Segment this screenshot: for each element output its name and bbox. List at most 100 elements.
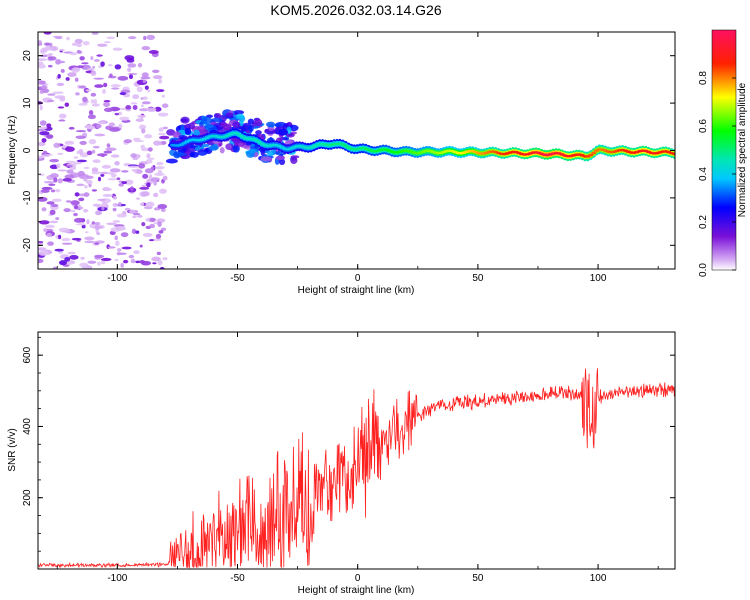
- noise-cell: [100, 257, 112, 262]
- noise-cell: [79, 56, 85, 61]
- noise-cell: [115, 240, 120, 247]
- spectrogram-y-ticks: 20 10 0 -10 -20: [22, 31, 675, 270]
- noise-cell: [128, 165, 139, 168]
- noise-cell: [140, 202, 145, 207]
- noise-cell: [47, 64, 53, 68]
- noise-cell: [114, 64, 122, 70]
- noise-cell: [52, 198, 62, 203]
- noise-cell: [117, 75, 129, 81]
- noise-cell: [90, 56, 94, 61]
- ridge-blob: [247, 118, 255, 125]
- snr-x-ticks: -100 -50 0 50 100: [56, 332, 659, 584]
- noise-cell: [156, 251, 161, 256]
- noise-cell: [112, 207, 117, 212]
- noise-cell: [58, 113, 67, 119]
- colorbar-label: Normalized spectral amplitude: [737, 82, 748, 217]
- ridge-blob: [219, 147, 225, 154]
- noise-cell: [114, 112, 119, 116]
- noise-cell: [76, 49, 82, 54]
- noise-cell: [95, 210, 102, 216]
- ridge-blob: [253, 118, 263, 127]
- noise-cell: [65, 160, 76, 164]
- noise-cell: [38, 258, 44, 264]
- noise-cell: [67, 72, 77, 77]
- noise-cell: [127, 67, 132, 73]
- noise-cell: [146, 107, 157, 112]
- y-tick-label: 20: [22, 50, 33, 62]
- noise-cell: [132, 94, 140, 100]
- x-tick-label: -50: [230, 573, 245, 584]
- noise-cell: [74, 77, 79, 82]
- ridge-blob: [184, 127, 192, 135]
- noise-cell: [46, 232, 52, 238]
- noise-cell: [91, 149, 96, 154]
- noise-cell: [73, 162, 82, 165]
- noise-cell: [102, 187, 113, 192]
- noise-cell: [154, 106, 162, 112]
- spectrogram-y-label: Frequency (Hz): [7, 116, 18, 185]
- noise-cell: [158, 127, 164, 132]
- noise-cell: [144, 134, 153, 139]
- noise-cell: [103, 107, 114, 113]
- noise-cell: [101, 202, 108, 208]
- noise-cell: [162, 126, 169, 130]
- x-tick-label: 100: [590, 273, 607, 284]
- noise-cell: [75, 130, 87, 133]
- ridge-blob: [215, 113, 222, 118]
- noise-cell: [47, 99, 55, 103]
- noise-cell: [130, 258, 136, 264]
- noise-cell: [154, 172, 165, 177]
- ridge-blob: [278, 158, 286, 166]
- noise-cell: [69, 254, 79, 260]
- noise-cell: [77, 170, 85, 177]
- noise-cell: [107, 178, 117, 181]
- noise-cell: [85, 179, 93, 185]
- noise-cell: [57, 169, 68, 172]
- noise-cell: [97, 176, 102, 182]
- noise-cell: [88, 109, 94, 116]
- noise-cell: [106, 147, 117, 151]
- noise-cell: [158, 132, 166, 136]
- ridge-blob: [190, 144, 196, 149]
- ridge-core: [591, 151, 597, 155]
- noise-cell: [138, 108, 150, 112]
- noise-cell: [53, 177, 58, 183]
- noise-cell: [83, 192, 90, 197]
- x-tick-label: -100: [107, 573, 127, 584]
- noise-cell: [116, 252, 127, 255]
- ridge-blob: [201, 143, 210, 148]
- noise-cell: [57, 60, 66, 64]
- noise-cell: [132, 212, 141, 216]
- noise-cell: [142, 79, 147, 84]
- noise-cell: [147, 89, 151, 93]
- noise-cell: [75, 92, 80, 96]
- noise-cell: [46, 123, 52, 128]
- noise-cell: [159, 135, 170, 140]
- noise-cell: [144, 85, 149, 90]
- noise-cell: [136, 197, 141, 200]
- noise-cell: [111, 154, 120, 158]
- colorbar-tick-label: 0.4: [698, 167, 709, 181]
- noise-cell: [86, 219, 90, 225]
- noise-cell: [135, 118, 145, 122]
- noise-cell: [38, 128, 46, 132]
- noise-cell: [92, 65, 96, 69]
- noise-cell: [162, 256, 168, 261]
- noise-cell: [158, 230, 164, 234]
- noise-cell: [38, 63, 46, 69]
- noise-cell: [38, 40, 43, 46]
- noise-cell: [46, 134, 54, 139]
- noise-cell: [116, 213, 127, 218]
- noise-cell: [82, 208, 89, 213]
- noise-cell: [64, 164, 73, 168]
- noise-cell: [155, 166, 165, 170]
- noise-cell: [157, 169, 163, 175]
- noise-cell: [118, 201, 122, 207]
- noise-cell: [66, 36, 70, 41]
- noise-cell: [103, 150, 113, 154]
- noise-cell: [141, 128, 146, 134]
- noise-cell: [149, 217, 156, 222]
- noise-cell: [43, 227, 48, 232]
- noise-cell: [83, 177, 88, 182]
- noise-cell: [62, 178, 72, 182]
